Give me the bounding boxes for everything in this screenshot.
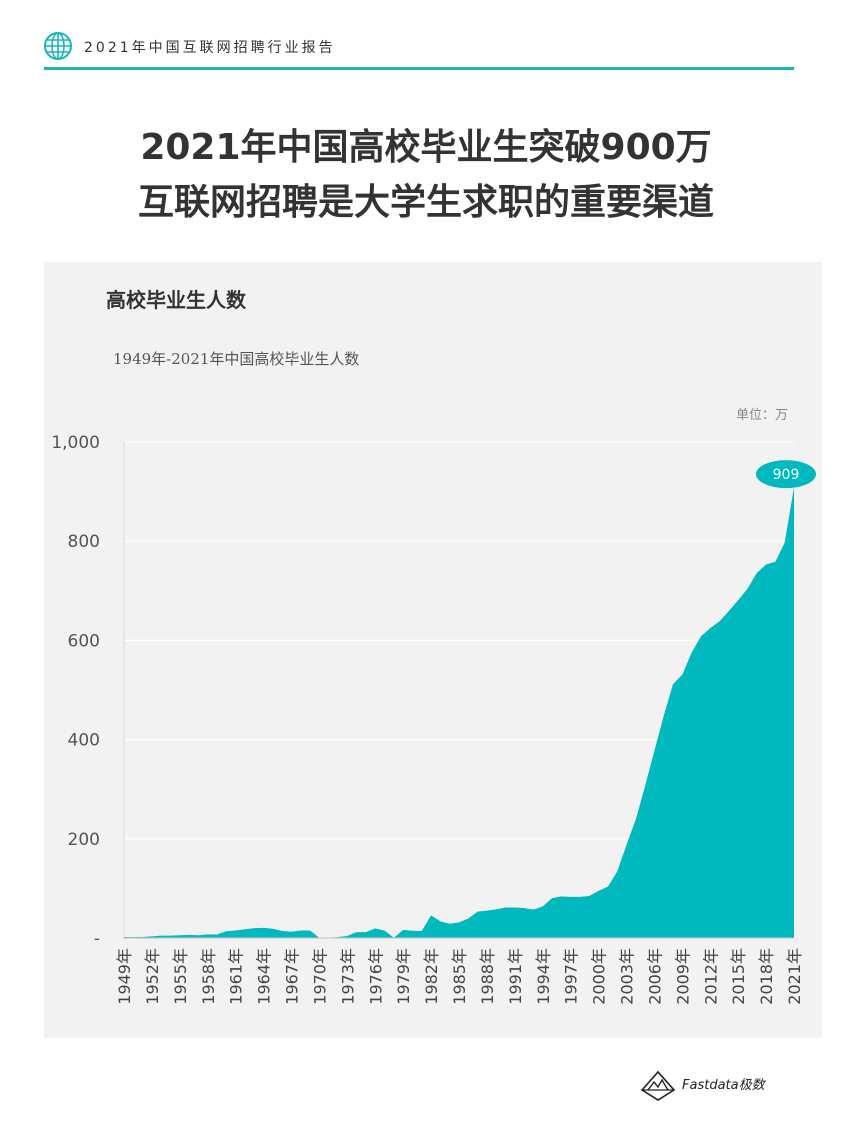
x-tick-label: 2000年 [590,948,609,1005]
x-tick-label: 2018年 [757,948,776,1005]
chart-unit: 单位：万 [735,408,788,423]
x-tick-label: 1958年 [199,948,218,1005]
x-tick-label: 1988年 [478,948,497,1005]
x-tick-label: 2021年 [785,948,804,1005]
x-tick-label: 1973年 [338,948,357,1005]
footer-logo: Fastdata极数 [640,1068,790,1102]
report-header-title: 2021年中国互联网招聘行业报告 [84,40,336,56]
highlight-bubble [756,460,816,489]
y-tick-label: 400 [68,731,100,751]
x-tick-label: 2003年 [618,948,637,1005]
x-tick-label: 1997年 [562,948,581,1005]
x-tick-label: 1964年 [255,948,274,1005]
x-tick-label: 2009年 [673,948,692,1005]
x-tick-label: 1985年 [450,948,469,1005]
x-tick-label: 1994年 [534,948,553,1005]
x-tick-label: 1949年 [115,948,134,1005]
x-tick-label: 1970年 [310,948,329,1005]
x-tick-label: 1976年 [366,948,385,1005]
mountain-logo-icon [640,1070,676,1101]
x-tick-label: 2006年 [645,948,664,1005]
y-tick-label: 1,000 [51,433,100,453]
report-header: 2021年中国互联网招聘行业报告 [44,30,794,70]
highlight-label: 909 [773,467,800,483]
x-tick-label: 2012年 [701,948,720,1005]
x-tick-label: 1979年 [394,948,413,1005]
chart-title: 高校毕业生人数 [106,288,246,312]
x-tick-label: 1961年 [227,948,246,1005]
globe-icon [44,32,72,60]
page-title-line-2: 互联网招聘是大学生求职的重要渠道 [137,182,714,223]
x-tick-label: 1967年 [283,948,302,1005]
y-tick-label: - [94,929,100,949]
y-tick-label: 200 [68,830,100,850]
header-divider [44,67,794,70]
x-tick-label: 1991年 [506,948,525,1005]
x-tick-label: 1982年 [422,948,441,1005]
x-tick-label: 1955年 [171,948,190,1005]
chart-subtitle: 1949年-2021年中国高校毕业生人数 [113,350,360,368]
page-title-line-1: 2021年中国高校毕业生突破900万 [140,127,712,168]
graduates-area-series [124,487,794,938]
x-tick-label: 2015年 [729,948,748,1005]
y-tick-label: 600 [68,631,100,651]
x-tick-label: 1952年 [143,948,162,1005]
footer-brand: Fastdata极数 [682,1078,765,1093]
y-tick-label: 800 [68,532,100,552]
